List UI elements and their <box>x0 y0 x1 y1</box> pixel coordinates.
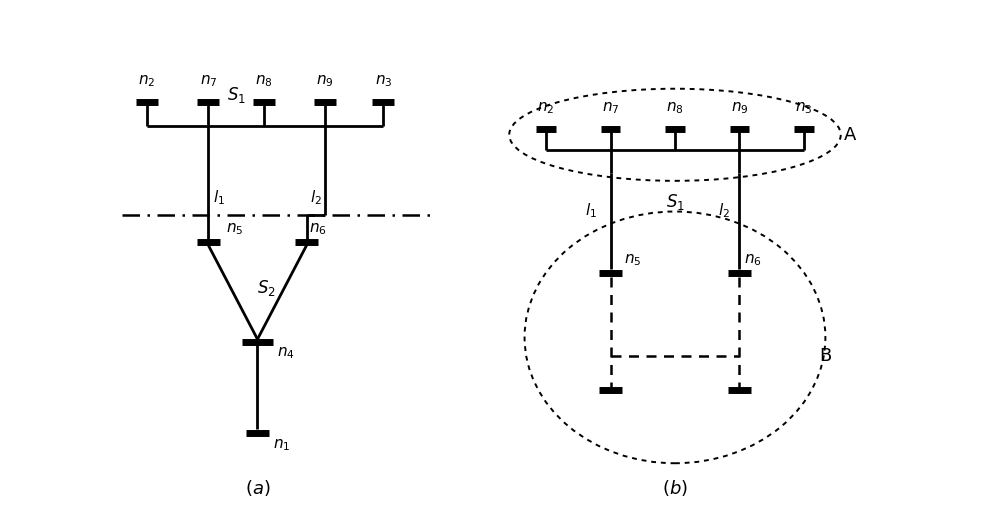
Text: $l_2$: $l_2$ <box>718 202 730 220</box>
Text: $n_5$: $n_5$ <box>226 221 243 237</box>
Text: $l_1$: $l_1$ <box>585 202 597 220</box>
Text: $n_7$: $n_7$ <box>602 101 619 117</box>
Text: $n_1$: $n_1$ <box>273 437 290 453</box>
Text: $n_8$: $n_8$ <box>666 101 684 117</box>
Text: B: B <box>819 347 832 365</box>
Text: $n_9$: $n_9$ <box>731 101 748 117</box>
Text: $(b)$: $(b)$ <box>662 478 688 498</box>
Text: $n_3$: $n_3$ <box>795 101 813 117</box>
Text: $n_9$: $n_9$ <box>316 73 334 89</box>
Text: $n_5$: $n_5$ <box>624 252 641 268</box>
Text: $l_2$: $l_2$ <box>310 188 322 207</box>
Text: $n_6$: $n_6$ <box>309 221 327 237</box>
Text: $n_6$: $n_6$ <box>744 252 762 268</box>
Text: $(a)$: $(a)$ <box>245 478 270 498</box>
Text: $S_1$: $S_1$ <box>666 192 684 212</box>
Text: $S_1$: $S_1$ <box>227 86 245 105</box>
Text: $n_4$: $n_4$ <box>277 345 295 360</box>
Text: A: A <box>844 126 856 144</box>
Text: $n_8$: $n_8$ <box>255 73 272 89</box>
Text: $n_2$: $n_2$ <box>138 73 156 89</box>
Text: $l_1$: $l_1$ <box>213 188 225 207</box>
Text: $S_2$: $S_2$ <box>257 278 276 298</box>
Text: $n_3$: $n_3$ <box>375 73 392 89</box>
Text: $n_2$: $n_2$ <box>537 101 555 117</box>
Text: $n_7$: $n_7$ <box>200 73 217 89</box>
